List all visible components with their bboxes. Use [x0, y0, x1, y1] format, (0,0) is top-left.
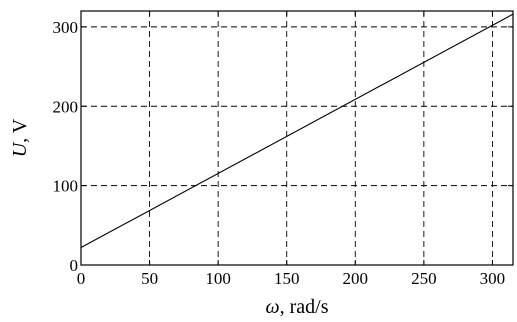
x-tick-label: 200: [343, 269, 369, 288]
y-tick-label: 100: [53, 177, 79, 196]
x-tick-label: 0: [77, 269, 86, 288]
x-tick-label: 50: [141, 269, 158, 288]
x-axis-symbol: ω: [265, 296, 279, 318]
x-tick-label: 250: [411, 269, 437, 288]
y-tick-label: 300: [53, 18, 79, 37]
y-axis-unit: , V: [9, 118, 31, 143]
grid: [81, 11, 513, 265]
x-tick-label: 300: [480, 269, 506, 288]
y-tick-label: 200: [53, 97, 79, 116]
y-tick-label: 0: [70, 256, 79, 275]
y-tick-labels: 0 100 200 300: [53, 18, 79, 275]
y-axis-symbol: U: [9, 141, 31, 157]
y-axis-label: U, V: [9, 118, 31, 157]
plot-area-frame: [80, 10, 514, 266]
x-tick-label: 150: [274, 269, 300, 288]
series: [80, 13, 514, 249]
x-tick-labels: 0 50 100 150 200 250 300: [77, 269, 505, 288]
x-axis-unit: , rad/s: [280, 296, 329, 318]
x-tick-label: 100: [205, 269, 231, 288]
x-axis-label: ω, rad/s: [265, 296, 328, 318]
series-line: [80, 13, 514, 249]
